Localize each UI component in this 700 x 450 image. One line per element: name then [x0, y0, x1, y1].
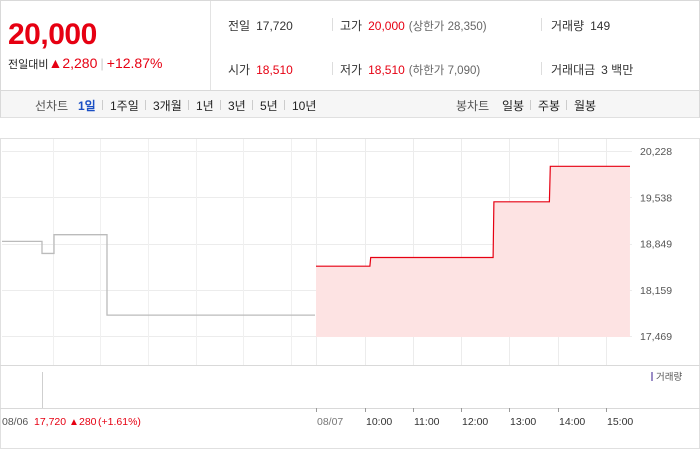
tab-divider — [252, 100, 253, 110]
stat-divider — [541, 18, 542, 31]
tab-1-week[interactable]: 1주일 — [110, 99, 139, 113]
price-change-row: 전일대비▲2,280 | +12.87% — [8, 55, 162, 72]
stat-divider — [541, 62, 542, 75]
y-tick-label: 18,159 — [640, 285, 672, 297]
limit-label: (하한가 — [408, 65, 445, 77]
volume-panel: 거래량 — [42, 371, 682, 408]
price-chart: 20,228 19,538 18,849 18,159 17,469 거래량 08/06… — [0, 118, 700, 450]
prev-day-change-label: 280 — [79, 416, 97, 428]
lower-limit: (하한가 7,090) — [409, 65, 480, 77]
previous-day-series — [2, 234, 315, 316]
x-tick-label: 12:00 — [462, 416, 488, 428]
prev-day-close-label: 17,720 — [34, 416, 66, 428]
limit-value: 28,350 — [447, 21, 483, 33]
tab-5-years[interactable]: 5년 — [260, 99, 278, 113]
stat-low: 저가 18,510 (하한가 7,090) — [340, 61, 480, 78]
today-price-area — [316, 165, 630, 337]
previous-day-line — [2, 234, 315, 316]
tab-divider — [102, 100, 103, 110]
tab-10-years[interactable]: 10년 — [292, 99, 317, 113]
change-divider: | — [100, 56, 104, 71]
tab-divider — [530, 100, 531, 110]
upper-limit: (상한가 28,350) — [409, 21, 487, 33]
prev-day-date-label: 08/06 — [2, 416, 28, 428]
tab-3-months[interactable]: 3개월 — [153, 99, 182, 113]
x-tick-label: 14:00 — [559, 416, 585, 428]
limit-close: ) — [476, 65, 481, 77]
limit-close: ) — [482, 21, 487, 33]
y-axis-labels: 20,228 19,538 18,849 18,159 17,469 — [640, 146, 672, 343]
y-tick-label: 19,538 — [640, 192, 672, 204]
change-value: 2,280 — [62, 55, 98, 71]
stat-label: 저가 — [340, 63, 363, 77]
tab-monthly-candle[interactable]: 월봉 — [574, 99, 597, 113]
stat-value: 3 백만 — [601, 63, 634, 77]
stat-volume: 거래량 149 — [551, 17, 610, 34]
x-axis-labels: 08/06 17,720 ▲ 280 (+1.61%) 08/07 10:00 11:00 12… — [2, 408, 633, 428]
limit-value: 7,090 — [447, 65, 477, 77]
stat-amount: 거래대금 3 백만 — [551, 61, 633, 78]
tab-divider — [220, 100, 221, 110]
stat-open: 시가 18,510 — [228, 61, 293, 78]
volume-legend-label: 거래량 — [656, 371, 682, 383]
stat-value: 149 — [590, 19, 611, 33]
x-tick-label: 08/07 — [317, 416, 343, 428]
line-chart-heading: 선차트 — [35, 99, 69, 113]
today-area-fill — [316, 166, 630, 337]
today-price-line — [316, 165, 630, 267]
stock-summary-panel: 20,000 전일대비▲2,280 | +12.87% 전일 17,720 고가 20,… — [0, 0, 700, 91]
price-chart-svg: 20,228 19,538 18,849 18,159 17,469 거래량 08/06… — [0, 138, 700, 449]
stat-label: 거래량 — [551, 19, 585, 33]
stat-value: 17,720 — [256, 19, 293, 33]
prev-day-rate-label: (+1.61%) — [98, 416, 141, 428]
x-tick-label: 13:00 — [510, 416, 536, 428]
stat-prev-close: 전일 17,720 — [228, 17, 293, 34]
stat-divider — [332, 18, 333, 31]
chart-period-tabs: 선차트 1일 1주일 3개월 1년 3년 5년 10년 봉차트 일봉 주봉 월봉 — [0, 91, 700, 118]
limit-label: (상한가 — [408, 21, 445, 33]
stat-label: 시가 — [228, 63, 251, 77]
stat-value: 18,510 — [368, 63, 405, 77]
x-tick-label: 15:00 — [607, 416, 633, 428]
stat-high: 고가 20,000 (상한가 28,350) — [340, 17, 487, 34]
y-tick-label: 18,849 — [640, 239, 672, 251]
stat-value: 20,000 — [368, 19, 405, 33]
tab-daily-candle[interactable]: 일봉 — [502, 99, 525, 113]
x-tick-label: 11:00 — [414, 416, 440, 428]
change-rate: +12.87% — [106, 55, 163, 71]
tab-3-years[interactable]: 3년 — [228, 99, 246, 113]
tab-divider — [145, 100, 146, 110]
stat-value: 18,510 — [256, 63, 293, 77]
stat-label: 거래대금 — [551, 63, 596, 77]
current-price-box: 20,000 전일대비▲2,280 | +12.87% — [1, 1, 211, 90]
x-tick-label: 10:00 — [366, 416, 392, 428]
prev-day-up-arrow-icon: ▲ — [69, 417, 79, 428]
tab-divider — [284, 100, 285, 110]
tab-weekly-candle[interactable]: 주봉 — [538, 99, 561, 113]
tab-divider — [188, 100, 189, 110]
y-tick-label: 17,469 — [640, 331, 672, 343]
stat-label: 전일 — [228, 19, 251, 33]
stat-divider — [332, 62, 333, 75]
current-price: 20,000 — [8, 18, 97, 51]
up-arrow-icon: ▲ — [48, 55, 63, 71]
tab-divider — [566, 100, 567, 110]
stat-label: 고가 — [340, 19, 363, 33]
y-tick-label: 20,228 — [640, 146, 672, 158]
tab-1-year[interactable]: 1년 — [196, 99, 214, 113]
tab-1-day[interactable]: 1일 — [78, 99, 96, 113]
change-label: 전일대비 — [8, 59, 49, 71]
volume-legend-swatch — [651, 372, 653, 381]
candle-chart-heading: 봉차트 — [456, 99, 490, 113]
